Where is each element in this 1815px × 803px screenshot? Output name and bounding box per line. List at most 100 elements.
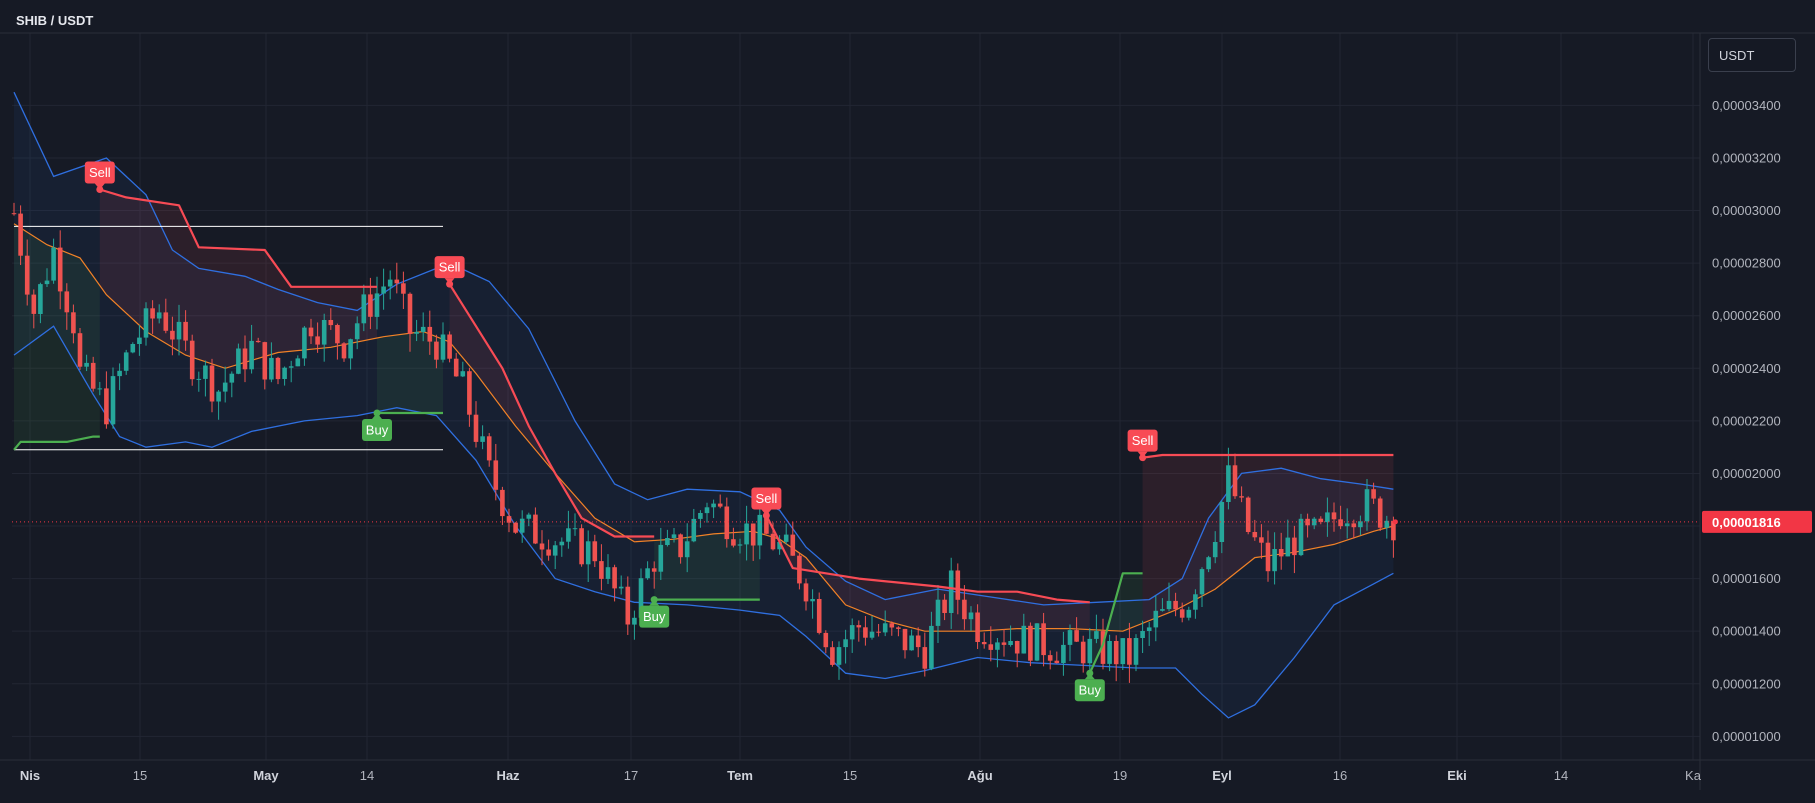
candle-body [929,625,934,669]
y-tick-label: 0,00003400 [1712,98,1781,113]
candle-body [414,331,419,334]
signal-label: Sell [1132,433,1154,448]
x-tick-label: 15 [843,768,857,783]
sell-stop-line [765,515,1090,604]
candle-body [770,533,776,550]
candle-body [302,327,307,359]
signal-pointer [444,278,455,285]
candle-body [447,334,452,359]
candle-body [724,506,730,540]
buy-stop-line [1088,572,1143,674]
candle-body [678,534,683,558]
signal-label-box [1074,679,1105,702]
candle-body [1193,594,1198,610]
candle-body [1173,600,1178,610]
candle-body [1358,521,1363,528]
y-tick-label: 0,00001200 [1712,676,1781,691]
candle-body [1278,549,1284,557]
signal-label-box [1127,429,1158,452]
candle-body [150,308,155,319]
candle-body [1034,623,1040,661]
candle-body [1232,465,1238,497]
candle-body [335,325,340,344]
candle-body [1344,523,1350,527]
candle-body [1391,520,1396,541]
candle-body [658,544,664,572]
candle-body [1206,557,1211,570]
candle-body [321,320,327,345]
candle-body [830,647,835,665]
candle-body [1074,630,1079,642]
candle-body [896,627,901,629]
signal-pointer [761,509,772,516]
candle-body [1107,641,1112,664]
candle-body [183,321,188,341]
signal-label-box [639,605,670,628]
candle-body [236,348,241,374]
candle-body [625,586,631,625]
x-tick-label: May [253,768,279,783]
candle-body [638,578,644,618]
candle-body [275,357,281,380]
candle-body [711,503,716,508]
candle-body [915,635,921,648]
candle-body [348,339,353,359]
candle-body [1120,638,1126,665]
buy-zone-fill [377,331,443,413]
candle-body [104,388,109,425]
x-tick-label: Tem [727,768,753,783]
x-tick-label: 17 [624,768,638,783]
candle-body [849,625,855,640]
signal-label: Buy [643,609,666,624]
candle-body [1338,519,1343,527]
candle-body [968,612,974,620]
candle-body [1318,518,1324,523]
candle-body [1377,498,1383,528]
candle-body [744,523,749,545]
candle-body [1087,638,1093,664]
candle-body [585,541,591,565]
candle-body [77,333,83,367]
candle-body [90,362,96,389]
candle-body [1166,600,1172,610]
candle-body [539,543,545,550]
candle-body [750,523,756,546]
y-tick-label: 0,00003200 [1712,150,1781,165]
candle-body [572,528,578,530]
y-tick-label: 0,00002200 [1712,413,1781,428]
candle-body [651,568,657,572]
candle-body [1094,631,1099,639]
x-tick-label: 14 [360,768,374,783]
x-tick-label: 19 [1113,768,1127,783]
candle-body [434,341,439,360]
candle-body [612,567,617,589]
candle-body [467,371,472,415]
candle-body [836,647,842,665]
currency-selector[interactable]: USDT [1708,38,1796,72]
candle-body [975,612,980,642]
candle-body [856,625,862,628]
y-tick-label: 0,00001600 [1712,571,1781,586]
candle-body [579,528,584,565]
candle-body [1047,655,1053,661]
candle-body [559,541,565,546]
x-tick-label: 16 [1333,768,1347,783]
candle-body [1113,641,1119,665]
candle-body [731,539,736,546]
signal-label-box [84,161,115,184]
candle-body [1127,638,1132,665]
candle-body [1384,520,1390,528]
candle-body [137,337,142,344]
candle-body [1219,502,1225,542]
candle-body [1140,631,1145,638]
candle-body [1311,518,1317,526]
candle-body [1160,609,1165,611]
candle-body [876,631,881,633]
range-lines [14,225,443,451]
candle-body [1061,644,1066,663]
candle-body [288,366,294,368]
candle-body [57,247,63,292]
candle-body [810,599,815,602]
